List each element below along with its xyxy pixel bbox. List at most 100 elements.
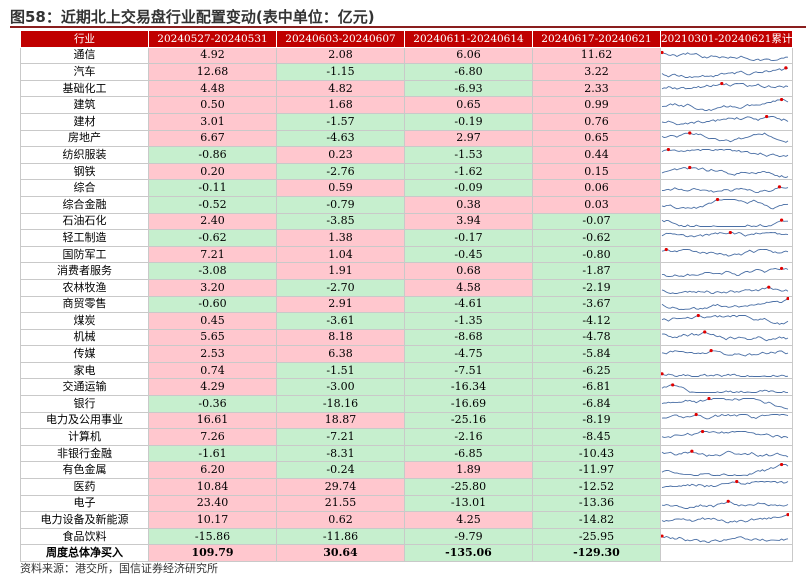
flow-value-cell: 18.87 — [276, 411, 405, 430]
title-divider — [10, 26, 806, 28]
flow-value-cell: 1.04 — [276, 245, 405, 264]
sparkline-max-marker — [694, 413, 698, 417]
table-row: 非银行金融 -1.61 -8.31 -6.85 -10.43 — [20, 444, 794, 463]
figure-title: 图58：近期北上交易盘行业配置变动(表中单位：亿元) — [10, 8, 375, 26]
table-row: 钢铁 0.20 -2.76 -1.62 0.15 — [20, 162, 794, 181]
flow-value-cell: 4.58 — [404, 278, 533, 297]
flow-value-cell: 1.68 — [276, 96, 405, 114]
flow-value-cell: -8.31 — [276, 444, 405, 463]
sparkline-svg — [661, 114, 789, 125]
flow-value-cell: 0.38 — [404, 195, 533, 214]
sparkline-svg — [661, 165, 789, 178]
sparkline-svg — [661, 313, 789, 325]
sparkline-path — [661, 464, 789, 477]
industry-name: 电子 — [20, 494, 149, 513]
sparkline-max-marker — [688, 165, 692, 169]
industry-name: 消费者服务 — [20, 262, 149, 280]
sparkline-path — [661, 480, 789, 488]
sparkline-max-marker — [700, 430, 705, 434]
flow-value-cell: 0.65 — [404, 96, 533, 114]
flow-value-cell: -1.35 — [404, 312, 533, 330]
sparkline-path — [661, 535, 789, 543]
cumulative-sparkline — [659, 361, 794, 380]
sparkline-path — [661, 198, 789, 210]
table-row: 有色金属 6.20 -0.24 1.89 -11.97 — [20, 461, 794, 480]
cumulative-sparkline — [659, 411, 794, 430]
flow-value-cell: -2.76 — [276, 162, 405, 181]
flow-value-cell: 1.89 — [404, 461, 533, 480]
cumulative-sparkline — [659, 146, 794, 164]
sparkline-max-marker — [726, 500, 730, 504]
sparkline-svg — [661, 185, 789, 194]
flow-value-cell: -2.16 — [404, 428, 533, 446]
flow-value-cell: 0.68 — [404, 262, 533, 280]
industry-name: 医药 — [20, 478, 149, 496]
cumulative-sparkline — [659, 511, 794, 529]
flow-value-cell: -10.43 — [532, 444, 661, 463]
flow-value-cell: 2.53 — [148, 345, 277, 363]
sparkline-max-marker — [661, 371, 664, 376]
sparkline-svg — [661, 513, 789, 524]
table-row: 煤炭 0.45 -3.61 -1.35 -4.12 — [20, 312, 794, 330]
flow-value-cell: 8.18 — [276, 328, 405, 347]
table-row: 综合 -0.11 0.59 -0.09 0.06 — [20, 179, 794, 197]
sparkline-path — [661, 431, 789, 439]
flow-value-cell: -4.63 — [276, 129, 405, 148]
sparkline-svg — [661, 534, 789, 543]
sparkline-max-marker — [688, 131, 692, 135]
flow-value-cell: -16.34 — [404, 378, 533, 397]
flow-value-cell: -11.97 — [532, 461, 661, 480]
sparkline-max-marker — [707, 396, 711, 400]
industry-name: 轻工制造 — [20, 229, 149, 247]
sparkline-max-marker — [728, 230, 732, 235]
sparkline-path — [661, 384, 788, 394]
table-row: 综合金融 -0.52 -0.79 0.38 0.03 — [20, 195, 794, 214]
cumulative-sparkline — [659, 328, 794, 347]
flow-value-cell: 109.79 — [148, 544, 277, 562]
flow-value-cell: -8.68 — [404, 328, 533, 347]
flow-value-cell: -3.67 — [532, 295, 661, 314]
sparkline-svg — [661, 371, 789, 377]
flow-value-cell: 16.61 — [148, 411, 277, 430]
flow-value-cell: 0.03 — [532, 195, 661, 214]
sparkline-max-marker — [786, 513, 789, 517]
flow-value-cell: 7.21 — [148, 245, 277, 264]
sparkline-path — [661, 514, 789, 524]
flow-value-cell: 6.20 — [148, 461, 277, 480]
cumulative-sparkline — [659, 478, 794, 496]
flow-value-cell: 0.50 — [148, 96, 277, 114]
cumulative-sparkline — [659, 395, 794, 413]
flow-value-cell: 0.62 — [276, 511, 405, 529]
sparkline-path — [661, 115, 789, 125]
flow-value-cell: -1.57 — [276, 112, 405, 131]
flow-value-cell: -1.87 — [532, 262, 661, 280]
table-row: 计算机 7.26 -7.21 -2.16 -8.45 — [20, 428, 794, 446]
cumulative-sparkline — [659, 295, 794, 314]
table-row: 农林牧渔 3.20 -2.70 4.58 -2.19 — [20, 278, 794, 297]
sparkline-max-marker — [690, 449, 694, 453]
flow-value-cell: 6.67 — [148, 129, 277, 148]
sparkline-svg — [661, 349, 789, 357]
table-row: 电力及公用事业 16.61 18.87 -25.16 -8.19 — [20, 411, 794, 430]
header-week-3: 20240611-20240614 — [404, 30, 533, 48]
flow-value-cell: -6.80 — [404, 63, 533, 81]
sparkline-svg — [661, 330, 789, 342]
sparkline-path — [661, 219, 788, 228]
flow-value-cell: -7.51 — [404, 361, 533, 380]
sparkline-svg — [661, 479, 789, 488]
flow-value-cell: -0.60 — [148, 295, 277, 314]
flow-value-cell: 10.17 — [148, 511, 277, 529]
flow-value-cell: -1.51 — [276, 361, 405, 380]
flow-value-cell: 0.59 — [276, 179, 405, 197]
cumulative-sparkline — [659, 527, 794, 546]
flow-value-cell: 23.40 — [148, 494, 277, 513]
table-row: 银行 -0.36 -18.16 -16.69 -6.84 — [20, 395, 794, 413]
table-row: 消费者服务 -3.08 1.91 0.68 -1.87 — [20, 262, 794, 280]
sparkline-max-marker — [715, 197, 720, 201]
table-row: 房地产 6.67 -4.63 2.97 0.65 — [20, 129, 794, 148]
cumulative-sparkline — [659, 544, 794, 562]
flow-value-cell: -6.85 — [404, 444, 533, 463]
sparkline-path — [661, 186, 789, 194]
sparkline-max-marker — [661, 51, 664, 55]
sparkline-path — [661, 148, 789, 158]
